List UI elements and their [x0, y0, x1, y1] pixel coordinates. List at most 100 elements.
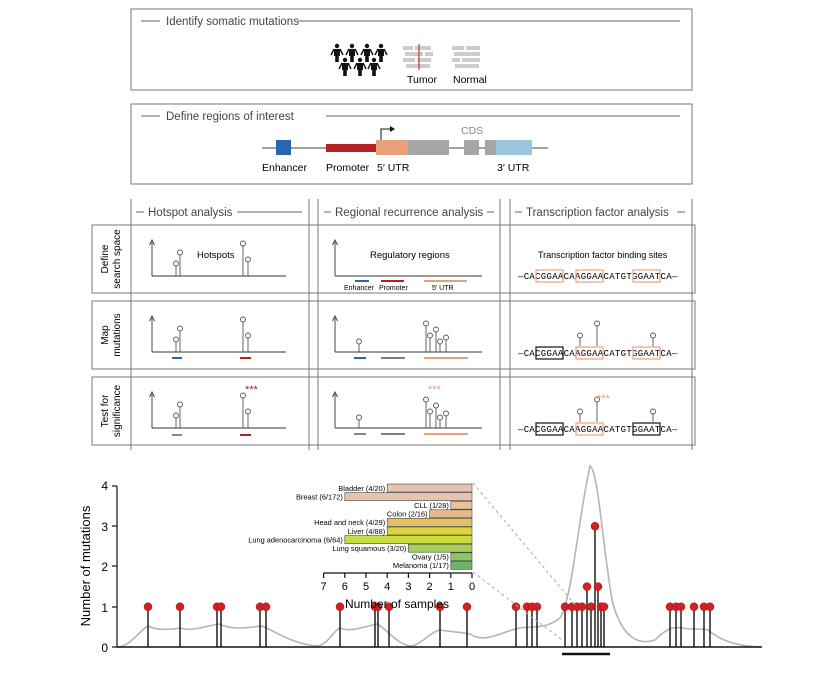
mutation-head [433, 402, 439, 409]
mutation-point [590, 522, 600, 531]
inset-x-tick-label: 7 [321, 581, 327, 593]
tfbs-motif-box [575, 422, 604, 436]
inset-bar-chart: Bladder (4/20)Breast (6/172) CLL (1/28)Co… [248, 483, 475, 593]
inset-bar [450, 561, 473, 570]
mutation-head [437, 338, 443, 345]
mutation-head [577, 408, 583, 415]
row-test-line1: Test for [100, 394, 111, 427]
mini-axis-arrow-icon [332, 238, 338, 246]
mutation-point [216, 602, 226, 611]
tf-significance-stars: *** [597, 393, 611, 405]
mutation-head [427, 332, 433, 339]
mutation-head [443, 410, 449, 417]
y-tick-1: 1 [101, 601, 108, 615]
tfbs-motif-box [575, 346, 604, 360]
mutation-head [427, 408, 433, 415]
row-map-line1: Map [100, 325, 111, 345]
tf-sequence: —CACGGAACAAGGAACATGTGGAATCA— [517, 425, 678, 435]
y-tick-3: 3 [101, 520, 108, 534]
header-regional: Regional recurrence analysis [335, 207, 484, 219]
inset-x-tick-label: 6 [342, 581, 348, 593]
mutation-head [433, 326, 439, 333]
mutation-head [177, 325, 183, 332]
tfbs-motif-box [535, 422, 564, 436]
identify-panel: Identify somatic mutations Tumor Normal [130, 8, 693, 91]
inset-bar-label: Liver (4/88) [348, 527, 385, 536]
mutation-head [594, 320, 600, 327]
inset-bar-label: Lung squamous (3/20) [332, 544, 406, 553]
utr5-label: 5′ UTR [377, 162, 410, 174]
mutation-head [650, 332, 656, 339]
inset-bar [386, 483, 473, 493]
tfbs-motif-box [575, 269, 604, 283]
mutation-head [177, 249, 183, 256]
inset-bar-label: Bladder (4/20) [338, 484, 385, 493]
enhancer-label: Enhancer [262, 162, 307, 174]
inset-x-tick-label: 0 [469, 581, 475, 593]
mutation-point [384, 602, 394, 611]
mutation-point [373, 602, 383, 611]
utr5-block [376, 140, 408, 155]
tfbs-motif-box [632, 346, 661, 360]
mutation-point [261, 602, 271, 611]
inset-bar [429, 509, 473, 519]
mutation-head [650, 408, 656, 415]
inset-bar [344, 535, 473, 544]
inset-x-tick-label: 1 [448, 581, 454, 593]
y-tick-0: 0 [101, 641, 108, 655]
tfbs-motif-box [632, 269, 661, 283]
mutation-head [437, 414, 443, 421]
promoter-block [326, 144, 376, 152]
inset-x-title: Number of samples [345, 597, 449, 611]
mutation-head [173, 336, 179, 343]
mutation-head [577, 332, 583, 339]
mutation-point [511, 602, 521, 611]
mutation-point [705, 602, 715, 611]
mutation-chart: Number of mutations 0 1 2 3 4 Bladder (4… [78, 464, 762, 656]
enhancer-block [276, 140, 291, 155]
cds-exon-1 [408, 140, 449, 155]
mutation-point [593, 582, 603, 591]
tfbs-motif-box [535, 269, 564, 283]
mutation-point [577, 602, 587, 611]
row-define-line1: Define [100, 244, 111, 273]
cds-label: CDS [461, 125, 483, 137]
mutation-head [173, 412, 179, 419]
legend-enhancer: Enhancer [344, 285, 375, 292]
mutation-head [443, 334, 449, 341]
mutation-head [173, 260, 179, 267]
tumor-label: Tumor [407, 74, 437, 86]
mutation-point [599, 602, 609, 611]
mutation-point [335, 602, 345, 611]
mutation-head [245, 408, 251, 415]
cds-exon-3 [485, 140, 496, 155]
mutation-head [245, 332, 251, 339]
row-define-line2: search space [112, 229, 123, 289]
inset-bar [408, 543, 473, 553]
y-tick-2: 2 [101, 560, 108, 574]
inset-bar-label: Breast (6/172) [296, 492, 343, 501]
inset-x-tick-label: 4 [384, 581, 390, 593]
inset-bar [450, 500, 473, 510]
legend-utr5: 5′ UTR [432, 285, 454, 292]
mutation-point [586, 602, 596, 611]
inset-bar [344, 492, 473, 501]
inset-bar-label: Colon (2/16) [387, 510, 428, 519]
inset-x-tick-label: 5 [363, 581, 369, 593]
mutation-head [356, 338, 362, 345]
normal-label: Normal [453, 74, 487, 86]
mini-axis-arrow-icon [149, 390, 155, 398]
y-tick-4: 4 [101, 479, 108, 493]
mutation-head [245, 256, 251, 263]
inset-bar [386, 518, 473, 527]
cds-exon-2 [464, 140, 479, 155]
normal-reads-icon [452, 46, 480, 68]
mutation-point [689, 602, 699, 611]
inset-bar-label: CLL (1/28) [414, 501, 449, 510]
y-axis-title: Number of mutations [78, 505, 93, 626]
mutation-point [175, 602, 185, 611]
mini-axis-arrow-icon [149, 238, 155, 246]
tfbs-label: Transcription factor binding sites [538, 250, 668, 260]
inset-bar-label: Ovary (1/5) [412, 553, 449, 562]
